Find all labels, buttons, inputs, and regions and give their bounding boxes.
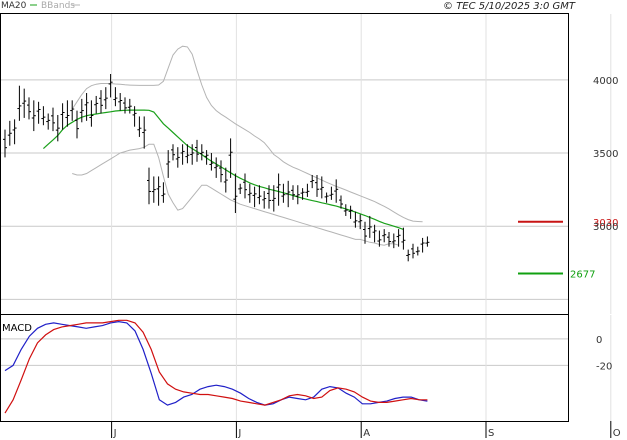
date-tick-label: J	[237, 428, 241, 439]
resistance-label: 3030	[593, 218, 618, 229]
macd-frame	[0, 314, 569, 422]
support-label: 2677	[570, 269, 595, 280]
macd-line	[4, 320, 428, 406]
price-axis: 4000 3500 3000	[593, 76, 618, 233]
chart-legend: MA20 BBands	[1, 1, 80, 11]
price-panel: 3030 2677 4000 3500 3000	[1, 14, 618, 314]
macd-panel: MACD 0 -20	[1, 315, 612, 421]
macd-gridlines	[1, 315, 612, 421]
copyright-text: © TEC 5/10/2025 3:0 GMT	[443, 1, 576, 12]
macd-signal-line	[4, 319, 428, 414]
ma20-legend-label: MA20	[1, 1, 27, 11]
bbands-legend-label: BBands	[41, 1, 75, 11]
ma20-line	[42, 109, 404, 230]
macd-title: MACD	[2, 323, 32, 334]
upper-bollinger-band	[71, 45, 423, 223]
date-tick-label: A	[363, 428, 370, 439]
macd-axis: 0 -20	[596, 335, 612, 373]
date-tick-label: O	[613, 428, 621, 439]
macd-tick-label: 0	[596, 335, 602, 346]
macd-tick-label: -20	[596, 361, 612, 372]
date-tick-label: S	[488, 428, 494, 439]
price-tick-label: 3000	[593, 222, 618, 233]
price-bars	[3, 74, 430, 262]
price-tick-label: 3500	[593, 149, 618, 160]
price-frame	[0, 13, 569, 315]
date-tick-label: J	[113, 428, 117, 439]
price-tick-label: 4000	[593, 76, 618, 87]
price-gridlines	[1, 14, 612, 314]
